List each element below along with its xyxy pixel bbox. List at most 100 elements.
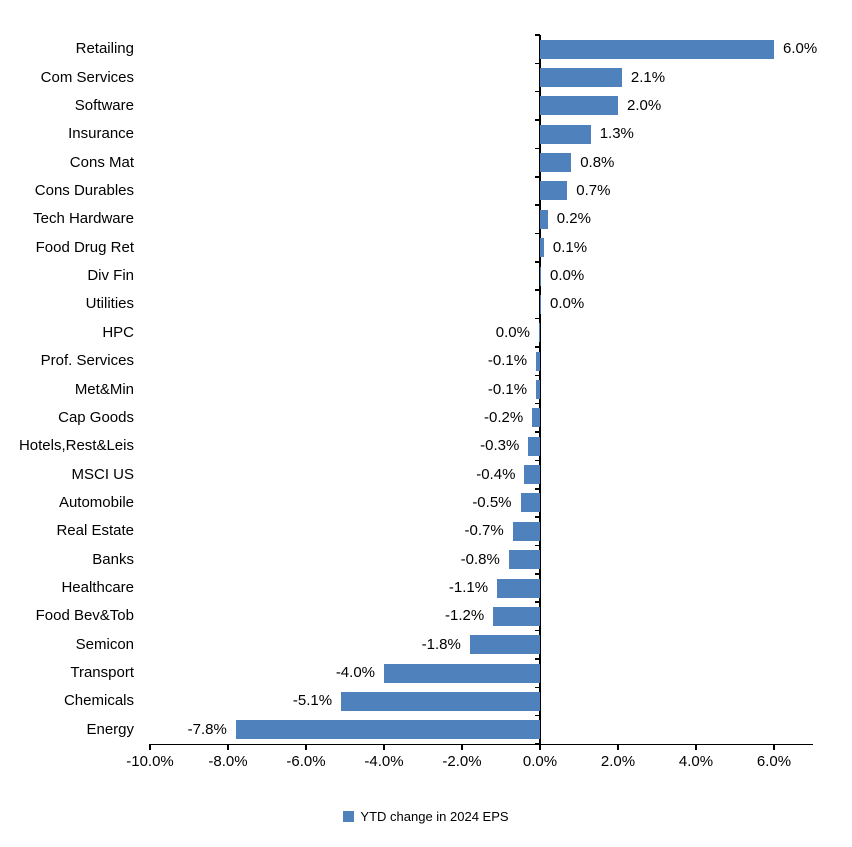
bar (532, 408, 540, 428)
value-label: -7.8% (187, 720, 227, 738)
bar (540, 238, 544, 258)
value-label: 0.2% (556, 210, 591, 228)
bar (469, 635, 540, 655)
bar (536, 351, 540, 371)
bar (540, 181, 568, 201)
value-label: -0.4% (476, 465, 516, 483)
category-tick (535, 573, 540, 575)
bar (540, 39, 774, 59)
category-tick (535, 516, 540, 518)
category-tick (535, 714, 540, 717)
category-label: Real Estate (56, 522, 134, 540)
value-label: 0.7% (576, 181, 611, 199)
bar (235, 720, 540, 740)
category-label: Utilities (85, 295, 134, 313)
category-label: Energy (86, 720, 134, 738)
value-label: 6.0% (783, 40, 818, 58)
bar (497, 578, 540, 598)
category-label: Banks (92, 550, 134, 568)
category-tick (535, 232, 540, 235)
category-label: Semicon (75, 635, 134, 653)
category-tick (535, 176, 540, 178)
category-tick (535, 402, 540, 405)
category-tick (535, 431, 540, 433)
x-axis-tick-label: -10.0% (126, 753, 174, 770)
x-axis-tick (227, 744, 229, 750)
value-label: 1.3% (599, 125, 634, 143)
x-axis-tick (773, 744, 775, 750)
legend-label: YTD change in 2024 EPS (360, 809, 509, 824)
category-tick (535, 488, 540, 490)
category-tick (535, 34, 540, 36)
bar (540, 209, 548, 229)
bar (493, 606, 540, 626)
category-tick (535, 601, 540, 603)
x-axis-tick (617, 744, 619, 750)
x-axis-tick (695, 744, 697, 750)
value-label: 2.1% (630, 68, 666, 86)
x-axis-tick-label: 4.0% (678, 753, 714, 770)
x-axis-tick (539, 744, 541, 750)
value-label: -0.8% (460, 550, 500, 568)
category-tick (535, 629, 540, 632)
bar (512, 521, 540, 541)
category-tick (535, 544, 540, 547)
category-tick (535, 147, 540, 150)
x-axis-tick-label: 6.0% (756, 753, 792, 770)
category-label: Transport (70, 664, 134, 682)
bar (536, 380, 540, 399)
x-axis-tick (383, 744, 385, 750)
category-label: Healthcare (61, 579, 134, 597)
bar (520, 493, 540, 513)
category-tick (535, 686, 540, 689)
value-label: -1.8% (421, 635, 461, 653)
category-label: Cons Mat (69, 153, 134, 171)
x-axis-tick (149, 744, 151, 750)
bar (524, 465, 540, 485)
category-tick (535, 261, 540, 263)
category-label: Retailing (75, 40, 134, 58)
bar (384, 663, 540, 683)
category-tick (535, 119, 540, 121)
category-label: Food Bev&Tob (35, 607, 134, 625)
x-axis-line (150, 743, 813, 745)
category-tick (535, 204, 540, 206)
value-label: 0.8% (580, 153, 615, 171)
bar (539, 323, 540, 343)
category-label: Software (74, 96, 134, 114)
category-tick (535, 317, 540, 320)
value-label: -4.0% (335, 664, 375, 682)
value-label: 2.0% (627, 96, 662, 114)
bar (528, 436, 540, 456)
category-label: Automobile (58, 493, 134, 511)
value-label: -5.1% (292, 692, 333, 710)
value-label: -0.3% (480, 437, 520, 455)
bar (540, 68, 622, 88)
category-tick (535, 658, 540, 660)
bar (508, 550, 540, 570)
category-label: Com Services (40, 68, 134, 86)
value-label: -0.7% (464, 522, 504, 540)
x-axis-tick-label: 0.0% (522, 753, 558, 770)
bar (540, 294, 541, 314)
category-label: Prof. Services (40, 352, 134, 370)
bar (540, 153, 572, 173)
value-label: 0.0% (550, 295, 585, 313)
category-tick (535, 743, 540, 745)
value-label: -0.2% (484, 408, 524, 426)
bar (540, 96, 618, 116)
value-label: 0.0% (495, 323, 530, 341)
category-label: Insurance (68, 125, 134, 143)
bar (540, 124, 591, 144)
bar (540, 266, 541, 286)
x-axis-tick-label: -6.0% (286, 753, 326, 770)
category-label: Chemicals (63, 692, 134, 710)
value-label: -1.2% (445, 607, 485, 625)
x-axis-tick-label: -2.0% (442, 753, 482, 770)
x-axis-tick-label: 2.0% (600, 753, 636, 770)
category-label: Tech Hardware (33, 210, 134, 228)
value-label: -0.1% (487, 380, 528, 398)
value-label: 0.1% (552, 238, 588, 256)
category-label: Food Drug Ret (35, 238, 134, 256)
bar (341, 691, 540, 711)
